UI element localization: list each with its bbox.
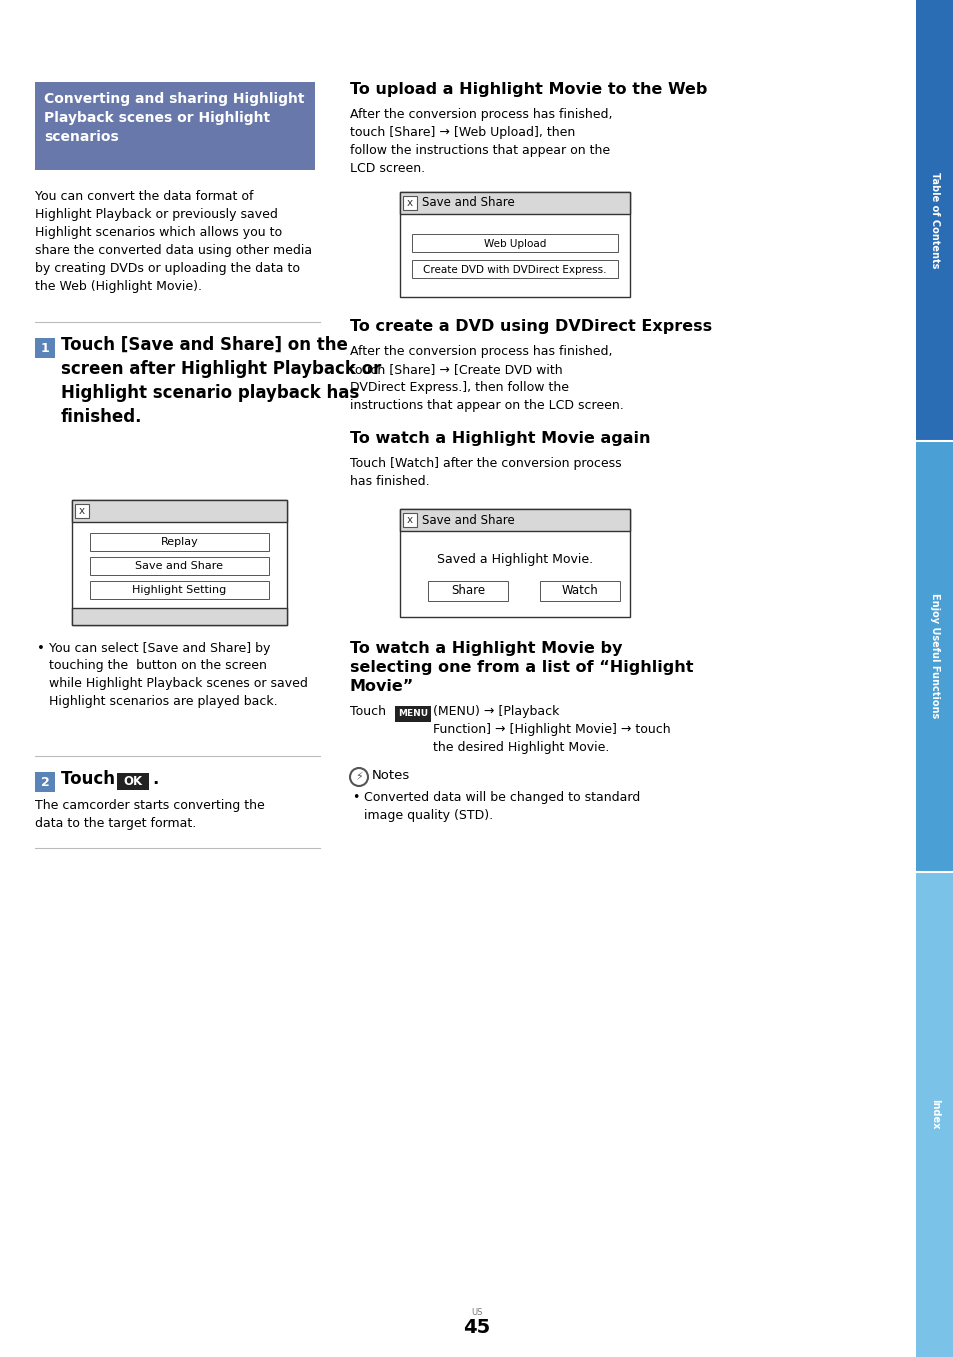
Bar — [915, 441, 953, 871]
Text: Save and Share: Save and Share — [421, 197, 515, 209]
Text: Save and Share: Save and Share — [421, 513, 515, 527]
Text: MENU: MENU — [397, 710, 428, 718]
Text: (MENU) → [Playback
Function] → [Highlight Movie] → touch
the desired Highlight M: (MENU) → [Playback Function] → [Highligh… — [433, 706, 670, 754]
Text: Touch [Watch] after the conversion process
has finished.: Touch [Watch] after the conversion proce… — [350, 457, 621, 489]
Bar — [71, 608, 287, 626]
Bar — [35, 338, 55, 358]
Bar — [90, 581, 269, 598]
Text: Notes: Notes — [372, 769, 410, 782]
Text: After the conversion process has finished,
touch [Share] → [Create DVD with
DVDi: After the conversion process has finishe… — [350, 345, 623, 413]
Text: 1: 1 — [41, 342, 50, 354]
Bar — [915, 0, 953, 440]
Text: To upload a Highlight Movie to the Web: To upload a Highlight Movie to the Web — [350, 81, 706, 96]
Bar — [35, 81, 314, 170]
Text: ⚡: ⚡ — [355, 772, 362, 782]
Bar — [117, 773, 149, 790]
Text: Touch: Touch — [350, 706, 390, 718]
Bar — [395, 706, 431, 722]
Bar — [399, 509, 629, 617]
Bar — [402, 513, 416, 527]
Text: You can select [Save and Share] by
touching the  button on the screen
while High: You can select [Save and Share] by touch… — [49, 642, 308, 707]
Text: Share: Share — [451, 585, 484, 597]
Bar — [75, 503, 89, 518]
Text: The camcorder starts converting the
data to the target format.: The camcorder starts converting the data… — [35, 799, 265, 830]
Bar — [412, 261, 618, 278]
Bar — [428, 581, 507, 601]
Text: Web Upload: Web Upload — [483, 239, 546, 248]
Text: Touch: Touch — [61, 769, 121, 788]
Text: US: US — [471, 1308, 482, 1318]
Bar — [90, 556, 269, 575]
Text: Enjoy Useful Functions: Enjoy Useful Functions — [929, 593, 939, 719]
Bar — [71, 499, 287, 626]
Text: x: x — [407, 198, 413, 208]
Text: Save and Share: Save and Share — [135, 560, 223, 571]
Bar — [399, 191, 629, 214]
Text: •: • — [37, 642, 45, 655]
Text: x: x — [407, 516, 413, 525]
Text: Highlight Setting: Highlight Setting — [132, 585, 227, 594]
Text: 2: 2 — [41, 775, 50, 788]
Text: •: • — [352, 791, 359, 803]
Text: Saved a Highlight Movie.: Saved a Highlight Movie. — [436, 552, 593, 566]
Text: After the conversion process has finished,
touch [Share] → [Web Upload], then
fo: After the conversion process has finishe… — [350, 109, 612, 175]
Text: Table of Contents: Table of Contents — [929, 172, 939, 269]
Text: Watch: Watch — [561, 585, 598, 597]
Bar — [399, 191, 629, 297]
Text: To create a DVD using DVDirect Express: To create a DVD using DVDirect Express — [350, 319, 711, 334]
Bar — [90, 533, 269, 551]
Text: Converting and sharing Highlight
Playback scenes or Highlight
scenarios: Converting and sharing Highlight Playbac… — [44, 92, 304, 144]
Bar — [402, 195, 416, 210]
Bar — [915, 873, 953, 1357]
Text: OK: OK — [123, 775, 142, 788]
Text: Touch [Save and Share] on the
screen after Highlight Playback or
Highlight scena: Touch [Save and Share] on the screen aft… — [61, 337, 381, 426]
Text: 45: 45 — [463, 1318, 490, 1337]
Text: To watch a Highlight Movie by
selecting one from a list of “Highlight
Movie”: To watch a Highlight Movie by selecting … — [350, 641, 693, 695]
Bar — [35, 772, 55, 792]
Text: To watch a Highlight Movie again: To watch a Highlight Movie again — [350, 432, 650, 446]
Bar — [539, 581, 619, 601]
Text: You can convert the data format of
Highlight Playback or previously saved
Highli: You can convert the data format of Highl… — [35, 190, 312, 293]
Bar — [412, 233, 618, 252]
Text: Index: Index — [929, 1099, 939, 1129]
Bar — [399, 509, 629, 531]
Text: Create DVD with DVDirect Express.: Create DVD with DVDirect Express. — [423, 265, 606, 275]
Bar — [71, 499, 287, 522]
Text: Replay: Replay — [160, 537, 198, 547]
Text: x: x — [79, 506, 85, 516]
Text: Converted data will be changed to standard
image quality (STD).: Converted data will be changed to standa… — [364, 791, 639, 822]
Text: .: . — [152, 769, 158, 788]
